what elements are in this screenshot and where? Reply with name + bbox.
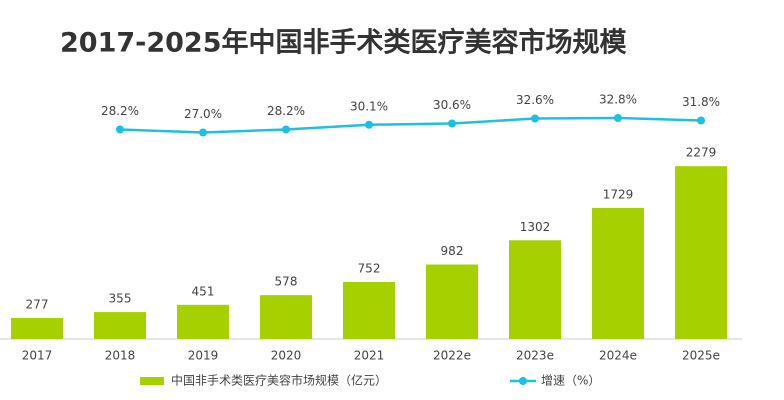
bar (94, 312, 146, 339)
x-tick-label: 2019 (188, 349, 219, 363)
bar (592, 207, 644, 339)
bar (177, 304, 229, 339)
bar (675, 166, 727, 339)
chart-title: 2017-2025年中国非手术类医疗美容市场规模 (60, 27, 627, 59)
x-tick-label: 2024e (599, 349, 637, 363)
line-value-label: 28.2% (101, 104, 139, 118)
line-point (199, 128, 207, 137)
line-point (116, 125, 124, 134)
bar-value-label: 277 (26, 297, 49, 311)
legend-label: 增速（%） (541, 374, 600, 388)
line-value-label: 32.6% (516, 93, 554, 107)
line-value-label: 30.6% (433, 98, 471, 112)
x-tick-label: 2020 (271, 349, 302, 363)
bar-value-label: 451 (192, 284, 215, 298)
x-tick-label: 2021 (354, 349, 385, 363)
line-point (614, 114, 622, 122)
bar-value-label: 752 (358, 261, 381, 275)
line-point (697, 116, 705, 125)
line-value-label: 30.1% (350, 99, 388, 113)
line-point (531, 114, 539, 123)
line (119, 116, 702, 134)
x-tick-label: 2022e (433, 349, 471, 363)
bar-value-label: 1302 (520, 220, 551, 234)
bar-value-label: 355 (109, 292, 132, 306)
line-point (282, 125, 290, 134)
line-value-label: 31.8% (682, 95, 720, 109)
bar-value-label: 982 (441, 244, 464, 258)
bar (260, 295, 312, 339)
legend-swatch (140, 377, 164, 385)
bar-value-label: 2279 (686, 146, 717, 160)
legend-label: 中国非手术类医疗美容市场规模（亿元） (171, 373, 387, 388)
bar (343, 281, 395, 339)
legend-swatch (519, 377, 527, 385)
bar-value-label: 1729 (603, 187, 634, 201)
x-tick-label: 2023e (516, 349, 554, 363)
line-value-label: 28.2% (267, 104, 305, 118)
line-point (365, 120, 373, 129)
bar (426, 264, 478, 339)
line-value-label: 27.0% (184, 107, 222, 121)
bar-value-label: 578 (275, 275, 298, 289)
bar (509, 240, 561, 339)
line-point (448, 119, 456, 128)
x-tick-label: 2018 (105, 349, 136, 363)
x-tick-label: 2025e (682, 349, 720, 363)
line-value-label: 32.8% (599, 93, 637, 107)
bar (11, 317, 63, 339)
x-tick-label: 2017 (22, 349, 53, 363)
